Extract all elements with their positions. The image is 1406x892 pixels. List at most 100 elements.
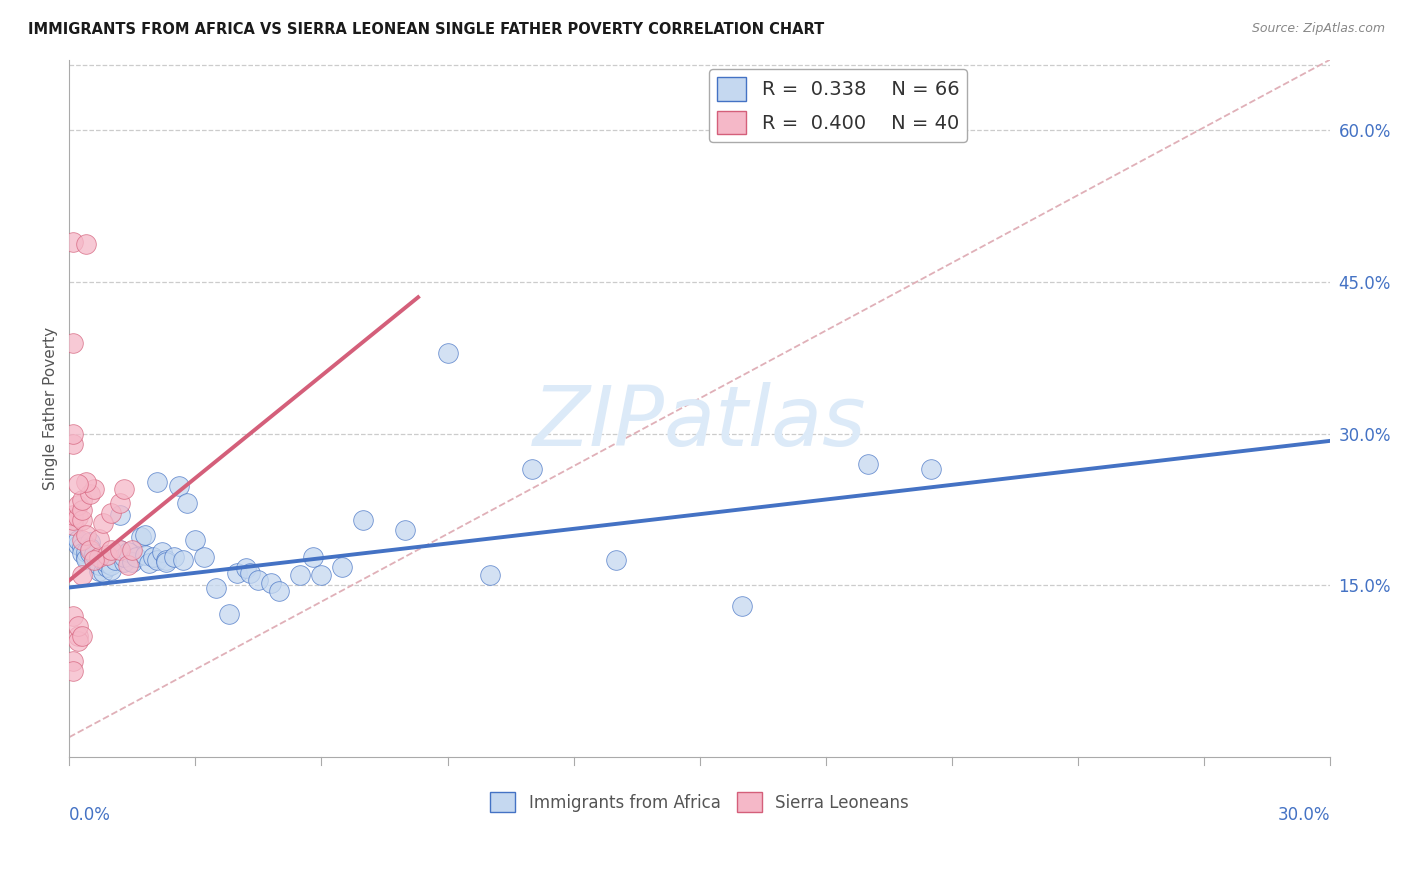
Point <box>332 560 354 574</box>
Point <box>96 548 118 562</box>
Point <box>70 513 93 527</box>
Point <box>96 560 118 574</box>
Point <box>70 546 93 560</box>
Point <box>70 533 93 547</box>
Point <box>75 475 97 490</box>
Point <box>134 528 156 542</box>
Text: ZIPatlas: ZIPatlas <box>533 382 866 463</box>
Point <box>91 566 114 580</box>
Point <box>62 517 84 532</box>
Point <box>247 574 270 588</box>
Legend: Immigrants from Africa, Sierra Leoneans: Immigrants from Africa, Sierra Leoneans <box>484 785 915 819</box>
Point <box>75 528 97 542</box>
Text: 30.0%: 30.0% <box>1278 806 1330 824</box>
Point <box>66 509 89 524</box>
Point <box>75 236 97 251</box>
Point <box>62 426 84 441</box>
Point <box>167 479 190 493</box>
Point <box>269 583 291 598</box>
Point <box>62 335 84 350</box>
Point <box>163 550 186 565</box>
Point <box>239 566 262 581</box>
Point <box>226 566 249 581</box>
Point <box>87 564 110 578</box>
Point <box>87 558 110 573</box>
Point <box>218 607 240 621</box>
Point <box>100 563 122 577</box>
Point <box>436 346 458 360</box>
Text: 0.0%: 0.0% <box>69 806 111 824</box>
Point <box>100 543 122 558</box>
Point <box>83 552 105 566</box>
Point <box>117 545 139 559</box>
Point <box>104 553 127 567</box>
Point <box>125 550 148 565</box>
Point <box>83 547 105 561</box>
Point <box>62 654 84 668</box>
Point <box>100 558 122 573</box>
Point <box>62 437 84 451</box>
Point <box>62 235 84 249</box>
Point <box>66 533 89 547</box>
Text: IMMIGRANTS FROM AFRICA VS SIERRA LEONEAN SINGLE FATHER POVERTY CORRELATION CHART: IMMIGRANTS FROM AFRICA VS SIERRA LEONEAN… <box>28 22 824 37</box>
Point <box>70 502 93 516</box>
Point <box>605 553 627 567</box>
Point <box>100 506 122 520</box>
Point <box>91 516 114 530</box>
Point <box>70 568 93 582</box>
Point <box>70 629 93 643</box>
Point <box>108 495 131 509</box>
Point <box>302 550 325 565</box>
Point <box>142 550 165 565</box>
Point <box>83 483 105 497</box>
Point <box>79 543 101 558</box>
Point <box>62 665 84 679</box>
Point <box>121 543 143 558</box>
Text: Source: ZipAtlas.com: Source: ZipAtlas.com <box>1251 22 1385 36</box>
Point <box>87 550 110 565</box>
Point <box>138 556 160 570</box>
Point <box>62 513 84 527</box>
Point <box>260 576 283 591</box>
Point <box>205 581 228 595</box>
Point <box>311 568 333 582</box>
Point <box>108 508 131 522</box>
Point <box>146 553 169 567</box>
Point <box>134 548 156 562</box>
Point <box>112 550 135 565</box>
Point <box>87 532 110 546</box>
Point <box>394 523 416 537</box>
Point <box>117 558 139 573</box>
Point <box>70 540 93 554</box>
Point <box>70 492 93 507</box>
Point <box>184 533 207 547</box>
Point <box>290 568 312 582</box>
Point <box>193 550 215 565</box>
Y-axis label: Single Father Poverty: Single Father Poverty <box>44 327 58 490</box>
Point <box>108 543 131 558</box>
Point <box>235 561 257 575</box>
Point <box>66 477 89 491</box>
Point <box>66 629 89 643</box>
Point <box>91 554 114 568</box>
Point <box>731 599 754 613</box>
Point <box>108 543 131 558</box>
Point <box>112 555 135 569</box>
Point <box>96 556 118 570</box>
Point <box>66 498 89 512</box>
Point <box>79 541 101 555</box>
Point <box>520 462 543 476</box>
Point <box>79 535 101 549</box>
Point <box>75 550 97 565</box>
Point <box>62 608 84 623</box>
Point <box>146 475 169 490</box>
Point <box>129 530 152 544</box>
Point <box>62 528 84 542</box>
Point <box>172 553 194 567</box>
Point <box>856 457 879 471</box>
Point <box>352 513 374 527</box>
Point <box>75 552 97 566</box>
Point <box>150 545 173 559</box>
Point <box>121 555 143 569</box>
Point <box>66 619 89 633</box>
